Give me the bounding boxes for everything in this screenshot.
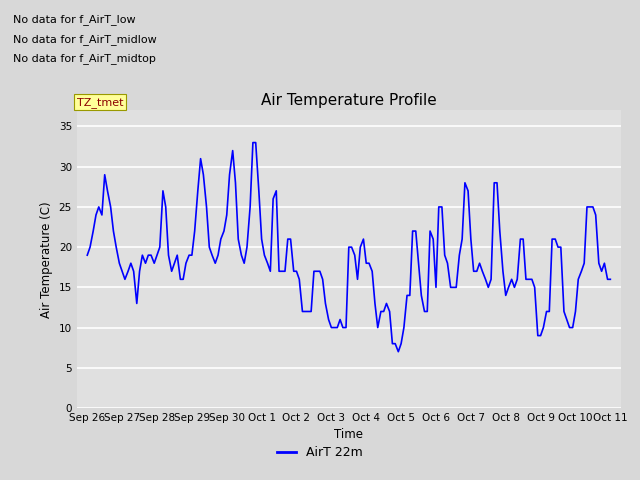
Text: No data for f_AirT_midtop: No data for f_AirT_midtop <box>13 53 156 64</box>
X-axis label: Time: Time <box>334 429 364 442</box>
Title: Air Temperature Profile: Air Temperature Profile <box>261 93 436 108</box>
Text: No data for f_AirT_midlow: No data for f_AirT_midlow <box>13 34 157 45</box>
Legend: AirT 22m: AirT 22m <box>272 441 368 464</box>
Text: TZ_tmet: TZ_tmet <box>77 96 124 108</box>
Y-axis label: Air Temperature (C): Air Temperature (C) <box>40 201 53 317</box>
Text: No data for f_AirT_low: No data for f_AirT_low <box>13 14 136 25</box>
